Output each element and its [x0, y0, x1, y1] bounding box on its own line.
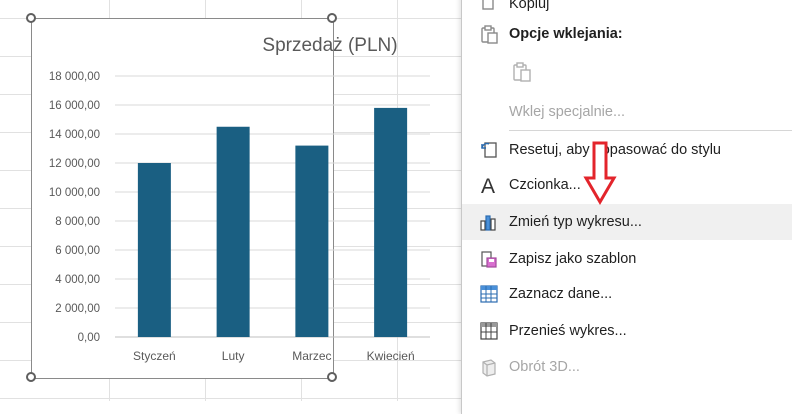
menu-label-paste-options: Opcje wklejania:	[509, 26, 623, 42]
menu-label-paste-special: Wklej specjalnie...	[509, 104, 626, 120]
y-tick-label: 10 000,00	[49, 187, 100, 199]
bar-chart[interactable]: Sprzedaż (PLN) 0,00 2 000,00 4 000,00 6 000,…	[31, 18, 461, 377]
x-tick-label: Luty	[222, 349, 245, 363]
paste-icon	[511, 61, 533, 83]
resize-handle-bottom-middle[interactable]	[327, 372, 337, 382]
svg-text:A: A	[481, 175, 495, 196]
menu-label-reset-style: Resetuj, aby dopasować do stylu	[509, 142, 721, 158]
y-tick-label: 12 000,00	[49, 158, 100, 170]
reset-style-icon	[478, 139, 500, 161]
x-tick-label: Marzec	[292, 349, 331, 363]
menu-label-select-data: Zaznacz dane...	[509, 286, 613, 302]
chart-title: Sprzedaż (PLN)	[262, 35, 397, 56]
menu-separator	[509, 130, 792, 131]
y-tick-label: 8 000,00	[55, 216, 100, 228]
y-tick-label: 0,00	[78, 332, 100, 344]
bar	[295, 145, 329, 337]
y-tick-label: 16 000,00	[49, 100, 100, 112]
menu-label-change-chart-type: Zmień typ wykresu...	[509, 214, 642, 230]
clipboard-icon	[478, 23, 500, 45]
menu-item-move-chart[interactable]: Przenieś wykres...	[462, 313, 792, 349]
resize-handle-top-left[interactable]	[26, 13, 36, 23]
resize-handle-top-middle[interactable]	[327, 13, 337, 23]
y-tick-label: 14 000,00	[49, 129, 100, 141]
menu-item-paste-special[interactable]: Wklej specjalnie...	[462, 94, 792, 130]
copy-icon	[478, 0, 500, 15]
save-template-icon	[478, 248, 500, 270]
move-chart-icon	[478, 320, 500, 342]
menu-label-font: Czcionka...	[509, 177, 581, 193]
select-data-icon	[478, 283, 500, 305]
x-tick-label: Kwiecień	[367, 349, 415, 363]
menu-label-move-chart: Przenieś wykres...	[509, 323, 627, 339]
menu-item-paste-button[interactable]	[462, 52, 792, 92]
y-tick-label: 6 000,00	[55, 245, 100, 257]
menu-item-change-chart-type[interactable]: Zmień typ wykresu...	[462, 204, 792, 240]
menu-item-reset-style[interactable]: Resetuj, aby dopasować do stylu	[462, 132, 792, 168]
menu-label-save-template: Zapisz jako szablon	[509, 251, 637, 267]
bar	[216, 126, 250, 337]
context-menu: Kopiuj Opcje wklejania: Wklej specjalnie…	[461, 0, 792, 414]
cube-icon	[478, 356, 500, 378]
resize-handle-bottom-left[interactable]	[26, 372, 36, 382]
y-tick-label: 4 000,00	[55, 274, 100, 286]
menu-item-copy[interactable]: Kopiuj	[462, 0, 792, 22]
menu-item-select-data[interactable]: Zaznacz dane...	[462, 276, 792, 312]
menu-item-paste-options-header: Opcje wklejania:	[462, 16, 792, 52]
red-arrow-down-icon	[583, 141, 617, 205]
chart-area[interactable]	[31, 18, 334, 379]
menu-label-copy: Kopiuj	[509, 0, 550, 12]
x-tick-label: Styczeń	[133, 349, 176, 363]
menu-item-font[interactable]: A Czcionka...	[462, 167, 792, 203]
y-tick-label: 2 000,00	[55, 303, 100, 315]
y-tick-label: 18 000,00	[49, 71, 100, 83]
menu-item-save-template[interactable]: Zapisz jako szablon	[462, 241, 792, 277]
bar	[374, 107, 408, 338]
menu-label-3d-rotation: Obrót 3D...	[509, 359, 580, 375]
bar	[137, 163, 171, 337]
bar-chart-icon	[478, 211, 500, 233]
menu-item-3d-rotation[interactable]: Obrót 3D...	[462, 349, 792, 385]
font-icon: A	[478, 174, 500, 196]
